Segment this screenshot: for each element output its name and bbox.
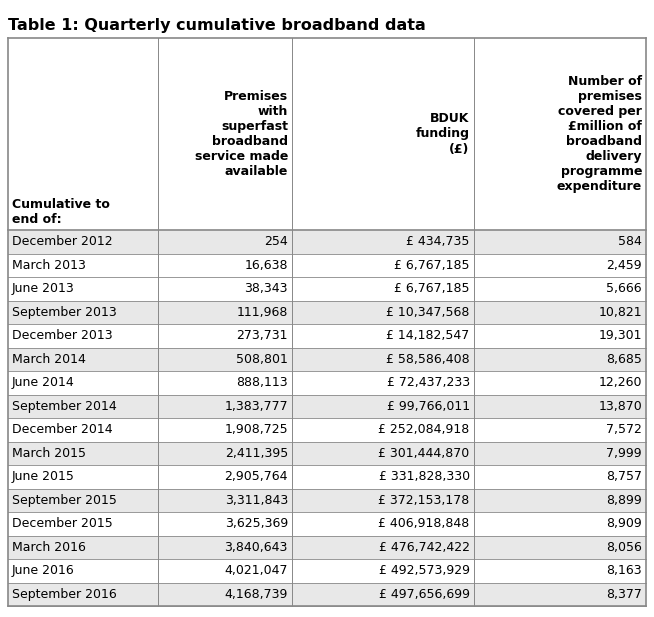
Text: Number of
premises
covered per
£million of
broadband
delivery
programme
expendit: Number of premises covered per £million … xyxy=(557,75,642,193)
Text: June 2013: June 2013 xyxy=(12,282,75,296)
Text: 16,638: 16,638 xyxy=(245,259,288,271)
Text: 3,625,369: 3,625,369 xyxy=(225,517,288,530)
Text: £ 497,656,699: £ 497,656,699 xyxy=(379,588,470,601)
Text: September 2014: September 2014 xyxy=(12,400,117,413)
Text: 8,909: 8,909 xyxy=(606,517,642,530)
Text: 8,163: 8,163 xyxy=(606,565,642,578)
Text: 111,968: 111,968 xyxy=(237,306,288,319)
Text: 7,572: 7,572 xyxy=(606,423,642,436)
Bar xyxy=(8,300,646,324)
Text: 1,908,725: 1,908,725 xyxy=(224,423,288,436)
Bar xyxy=(8,559,646,582)
Text: 38,343: 38,343 xyxy=(245,282,288,296)
Text: Premises
with
superfast
broadband
service made
available: Premises with superfast broadband servic… xyxy=(194,90,288,178)
Text: 7,999: 7,999 xyxy=(606,447,642,460)
Text: December 2015: December 2015 xyxy=(12,517,112,530)
Bar xyxy=(8,371,646,394)
Text: 254: 254 xyxy=(264,235,288,248)
Text: £ 6,767,185: £ 6,767,185 xyxy=(394,259,470,271)
Text: £ 492,573,929: £ 492,573,929 xyxy=(379,565,470,578)
Text: March 2016: March 2016 xyxy=(12,540,86,553)
Text: March 2015: March 2015 xyxy=(12,447,86,460)
Text: Table 1: Quarterly cumulative broadband data: Table 1: Quarterly cumulative broadband … xyxy=(8,18,426,33)
Text: 8,757: 8,757 xyxy=(606,470,642,483)
Text: 19,301: 19,301 xyxy=(598,329,642,342)
Text: £ 10,347,568: £ 10,347,568 xyxy=(387,306,470,319)
Bar xyxy=(8,418,646,442)
Bar xyxy=(8,254,646,277)
Text: 8,377: 8,377 xyxy=(606,588,642,601)
Bar xyxy=(8,347,646,371)
Text: 4,021,047: 4,021,047 xyxy=(224,565,288,578)
Text: September 2015: September 2015 xyxy=(12,494,117,507)
Text: £ 331,828,330: £ 331,828,330 xyxy=(379,470,470,483)
Text: June 2016: June 2016 xyxy=(12,565,75,578)
Text: 584: 584 xyxy=(618,235,642,248)
Bar xyxy=(8,442,646,465)
Bar xyxy=(8,582,646,606)
Text: 2,411,395: 2,411,395 xyxy=(225,447,288,460)
Text: 508,801: 508,801 xyxy=(236,353,288,366)
Bar xyxy=(8,230,646,254)
Text: 273,731: 273,731 xyxy=(236,329,288,342)
Text: 12,260: 12,260 xyxy=(598,376,642,389)
Text: March 2014: March 2014 xyxy=(12,353,86,366)
Text: £ 72,437,233: £ 72,437,233 xyxy=(387,376,470,389)
Text: 4,168,739: 4,168,739 xyxy=(224,588,288,601)
Bar xyxy=(8,394,646,418)
Bar xyxy=(8,38,646,230)
Bar xyxy=(8,277,646,300)
Text: 3,311,843: 3,311,843 xyxy=(225,494,288,507)
Text: 8,685: 8,685 xyxy=(606,353,642,366)
Text: £ 6,767,185: £ 6,767,185 xyxy=(394,282,470,296)
Text: Cumulative to
end of:: Cumulative to end of: xyxy=(12,198,110,226)
Text: 2,459: 2,459 xyxy=(606,259,642,271)
Bar xyxy=(8,324,646,347)
Text: £ 476,742,422: £ 476,742,422 xyxy=(379,540,470,553)
Text: 8,899: 8,899 xyxy=(606,494,642,507)
Text: 3,840,643: 3,840,643 xyxy=(224,540,288,553)
Text: 2,905,764: 2,905,764 xyxy=(224,470,288,483)
Text: £ 252,084,918: £ 252,084,918 xyxy=(379,423,470,436)
Bar xyxy=(8,465,646,489)
Text: BDUK
funding
(£): BDUK funding (£) xyxy=(416,112,470,155)
Text: £ 372,153,178: £ 372,153,178 xyxy=(379,494,470,507)
Bar xyxy=(8,512,646,536)
Text: December 2012: December 2012 xyxy=(12,235,112,248)
Text: £ 58,586,408: £ 58,586,408 xyxy=(386,353,470,366)
Text: £ 406,918,848: £ 406,918,848 xyxy=(379,517,470,530)
Text: £ 301,444,870: £ 301,444,870 xyxy=(379,447,470,460)
Bar xyxy=(8,489,646,512)
Text: June 2015: June 2015 xyxy=(12,470,75,483)
Text: 10,821: 10,821 xyxy=(598,306,642,319)
Text: 8,056: 8,056 xyxy=(606,540,642,553)
Text: £ 14,182,547: £ 14,182,547 xyxy=(387,329,470,342)
Text: September 2016: September 2016 xyxy=(12,588,117,601)
Text: £ 99,766,011: £ 99,766,011 xyxy=(387,400,470,413)
Text: June 2014: June 2014 xyxy=(12,376,75,389)
Text: December 2014: December 2014 xyxy=(12,423,112,436)
Text: 5,666: 5,666 xyxy=(606,282,642,296)
Text: March 2013: March 2013 xyxy=(12,259,86,271)
Text: December 2013: December 2013 xyxy=(12,329,112,342)
Bar xyxy=(8,536,646,559)
Text: 1,383,777: 1,383,777 xyxy=(224,400,288,413)
Text: 888,113: 888,113 xyxy=(236,376,288,389)
Text: £ 434,735: £ 434,735 xyxy=(406,235,470,248)
Text: 13,870: 13,870 xyxy=(598,400,642,413)
Text: September 2013: September 2013 xyxy=(12,306,117,319)
